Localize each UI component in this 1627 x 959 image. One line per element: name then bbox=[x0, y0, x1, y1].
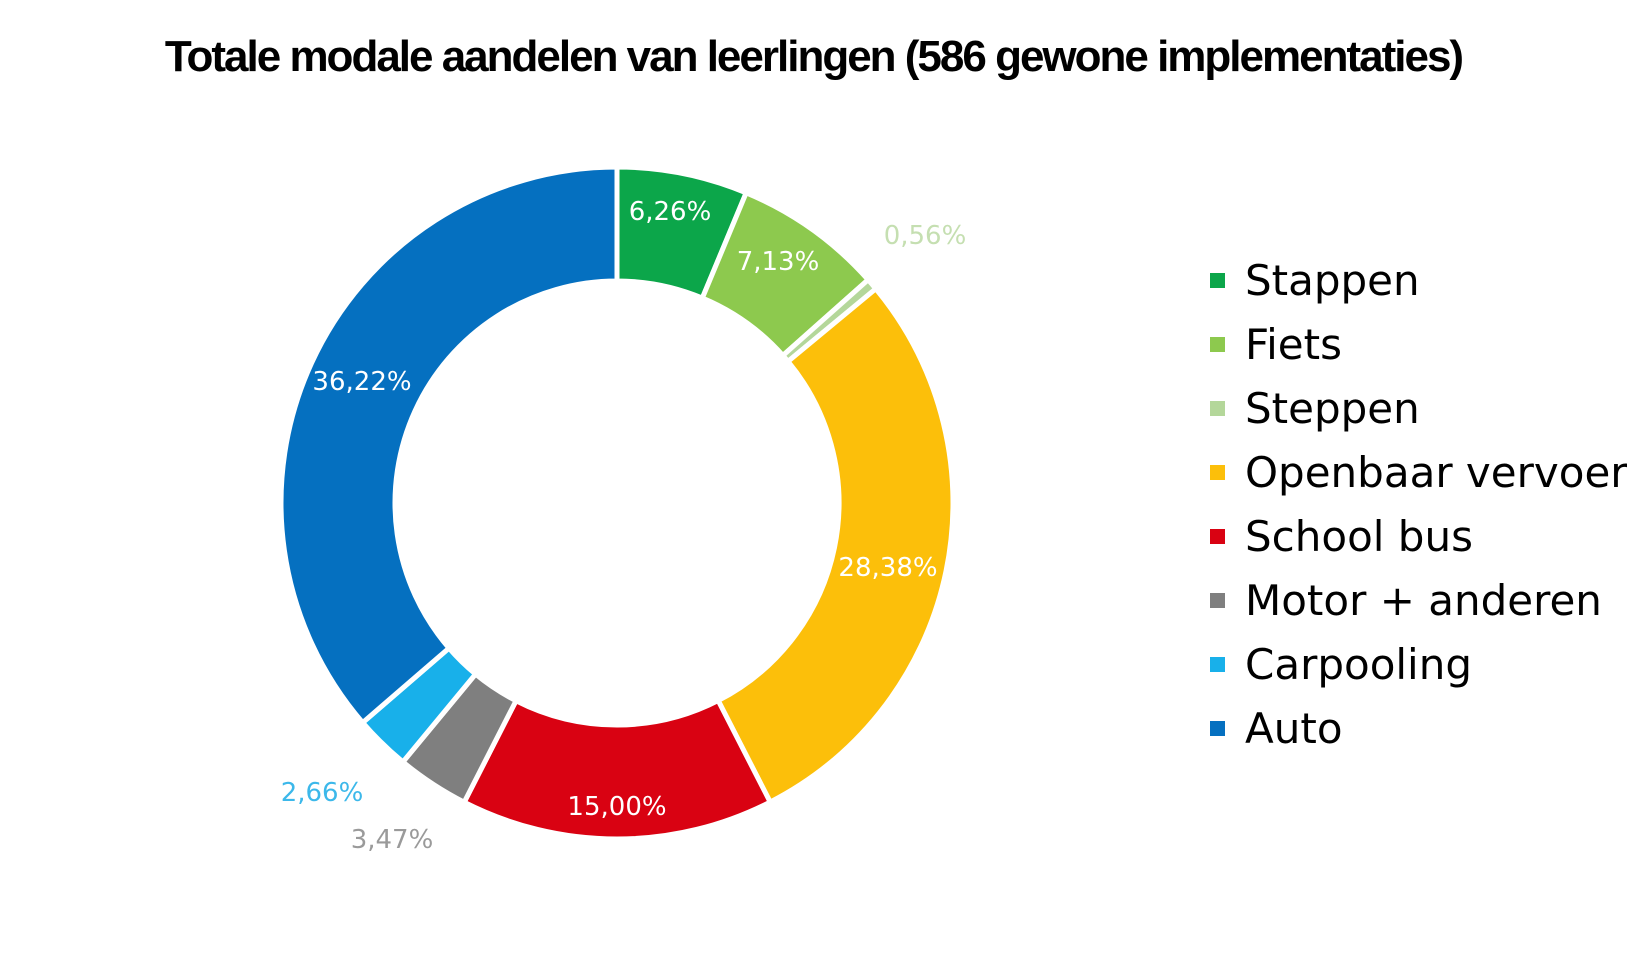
legend-label: Carpooling bbox=[1245, 639, 1473, 689]
legend-item: School bus bbox=[1210, 504, 1627, 568]
legend-item: Stappen bbox=[1210, 248, 1627, 312]
legend-label: School bus bbox=[1245, 511, 1473, 561]
legend-swatch bbox=[1210, 720, 1225, 736]
data-label-stappen: 6,26% bbox=[629, 197, 712, 227]
data-label-steppen: 0,56% bbox=[884, 221, 967, 251]
data-label-carpooling: 2,66% bbox=[281, 778, 364, 808]
legend-item: Openbaar vervoer bbox=[1210, 440, 1627, 504]
slice-openbaar-vervoer bbox=[714, 285, 956, 806]
legend-item: Fiets bbox=[1210, 312, 1627, 376]
legend-item: Auto bbox=[1210, 696, 1627, 760]
legend-swatch bbox=[1210, 656, 1225, 672]
legend-label: Openbaar vervoer bbox=[1245, 447, 1627, 497]
legend-label: Fiets bbox=[1245, 319, 1342, 369]
legend-label: Steppen bbox=[1245, 383, 1420, 433]
donut-slices bbox=[278, 164, 956, 842]
data-label-auto: 36,22% bbox=[312, 367, 411, 397]
legend-item: Steppen bbox=[1210, 376, 1627, 440]
legend-swatch bbox=[1210, 272, 1225, 288]
legend-swatch bbox=[1210, 464, 1225, 480]
legend-label: Auto bbox=[1245, 703, 1343, 753]
legend-item: Motor + anderen bbox=[1210, 568, 1627, 632]
data-label-motor-anderen: 3,47% bbox=[351, 825, 434, 855]
chart-title: Totale modale aandelen van leerlingen (5… bbox=[164, 32, 1464, 81]
legend-swatch bbox=[1210, 592, 1225, 608]
data-label-openbaar-vervoer: 28,38% bbox=[838, 553, 937, 583]
data-label-fiets: 7,13% bbox=[737, 247, 820, 277]
legend-label: Motor + anderen bbox=[1245, 575, 1602, 625]
legend: Stappen Fiets Steppen Openbaar vervoer Schoo… bbox=[1210, 248, 1627, 760]
data-label-school-bus: 15,00% bbox=[567, 792, 666, 822]
legend-swatch bbox=[1210, 528, 1225, 544]
legend-item: Carpooling bbox=[1210, 632, 1627, 696]
legend-swatch bbox=[1210, 336, 1225, 352]
legend-label: Stappen bbox=[1245, 255, 1420, 305]
slice-auto bbox=[278, 164, 620, 727]
donut-labels: 6,26% 7,13% 0,56% 28,38% 15,00% 3,47% 2,66% 36,… bbox=[281, 197, 967, 855]
legend-swatch bbox=[1210, 400, 1225, 416]
